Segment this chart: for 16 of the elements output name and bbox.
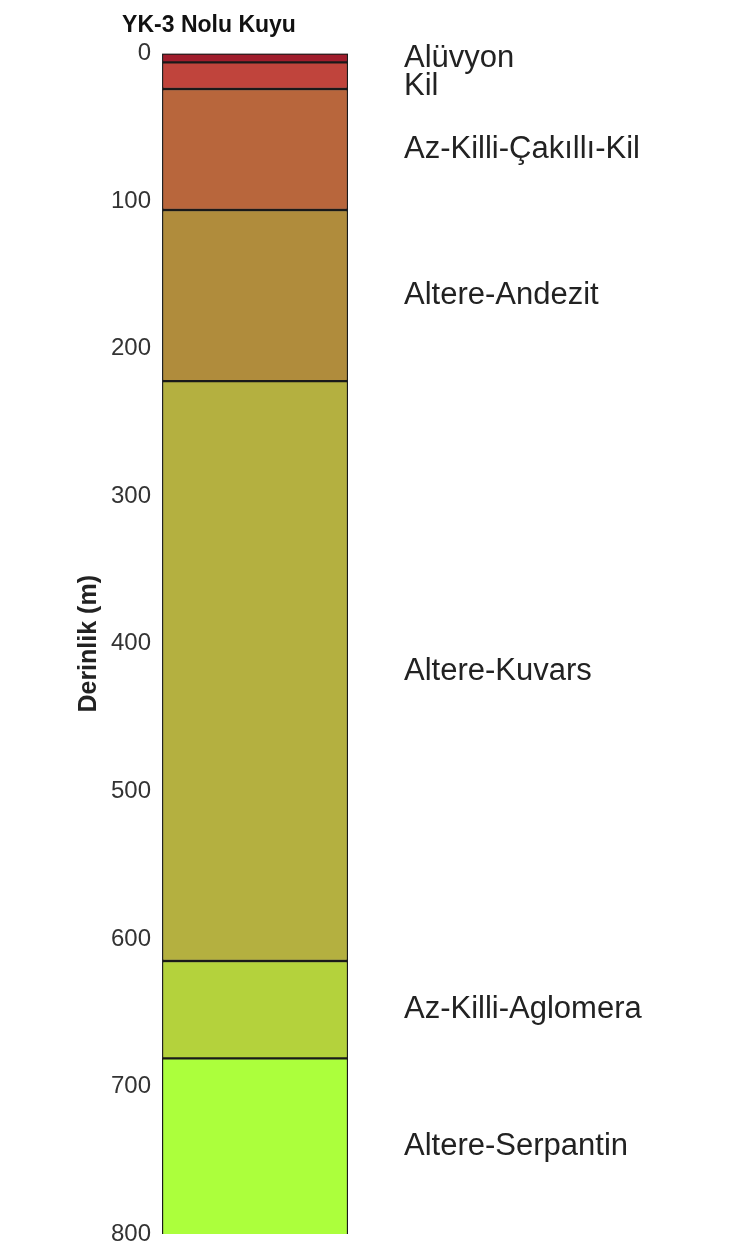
y-tick-label: 700: [111, 1071, 152, 1099]
y-tick-label: 100: [111, 185, 152, 213]
series-label: Az-Killi-Aglomera: [404, 990, 643, 1026]
y-tick-label: 500: [111, 775, 152, 803]
y-tick-label: 400: [111, 628, 152, 656]
series-label: Altere-Kuvars: [404, 651, 592, 687]
y-tick-label: 200: [111, 333, 152, 361]
y-tick-label: 600: [111, 923, 152, 951]
y-tick-label: 800: [111, 1218, 152, 1246]
y-axis-title: Derinlik (m): [72, 575, 101, 713]
series-label: Az-Killi-Çakıllı-Kil: [404, 130, 640, 166]
y-tick-label: 0: [137, 38, 152, 66]
y-tick-label: 300: [111, 480, 152, 508]
series-label: Altere-Serpantin: [404, 1127, 629, 1163]
chart-title: YK-3 Nolu Kuyu: [122, 11, 296, 38]
series-label: Altere-Andezit: [404, 276, 600, 312]
